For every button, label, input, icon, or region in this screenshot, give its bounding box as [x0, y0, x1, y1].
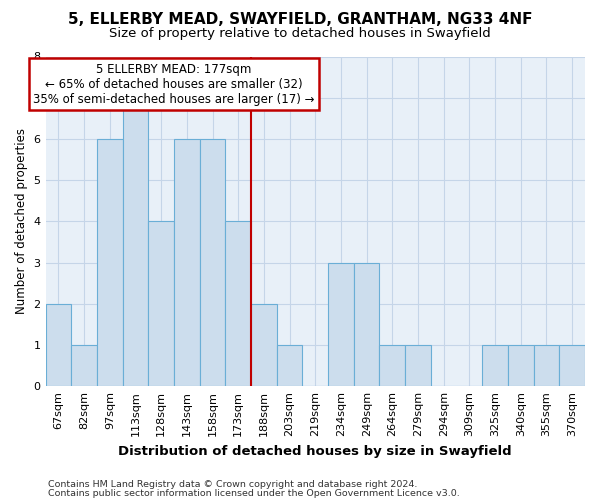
Text: 5 ELLERBY MEAD: 177sqm
← 65% of detached houses are smaller (32)
35% of semi-det: 5 ELLERBY MEAD: 177sqm ← 65% of detached… [33, 62, 315, 106]
Bar [97, 139, 122, 386]
Bar [251, 304, 277, 386]
Bar [533, 345, 559, 386]
Bar [46, 304, 71, 386]
Y-axis label: Number of detached properties: Number of detached properties [15, 128, 28, 314]
Bar [559, 345, 585, 386]
Bar [482, 345, 508, 386]
Bar [71, 345, 97, 386]
Text: Contains public sector information licensed under the Open Government Licence v3: Contains public sector information licen… [48, 489, 460, 498]
Bar [200, 139, 226, 386]
Bar [122, 98, 148, 386]
Bar [148, 222, 174, 386]
Bar [508, 345, 533, 386]
Bar [174, 139, 200, 386]
Bar [405, 345, 431, 386]
Bar [277, 345, 302, 386]
Text: Contains HM Land Registry data © Crown copyright and database right 2024.: Contains HM Land Registry data © Crown c… [48, 480, 418, 489]
Bar [354, 262, 379, 386]
Text: 5, ELLERBY MEAD, SWAYFIELD, GRANTHAM, NG33 4NF: 5, ELLERBY MEAD, SWAYFIELD, GRANTHAM, NG… [68, 12, 532, 28]
Bar [328, 262, 354, 386]
X-axis label: Distribution of detached houses by size in Swayfield: Distribution of detached houses by size … [118, 444, 512, 458]
Bar [226, 222, 251, 386]
Bar [379, 345, 405, 386]
Text: Size of property relative to detached houses in Swayfield: Size of property relative to detached ho… [109, 28, 491, 40]
